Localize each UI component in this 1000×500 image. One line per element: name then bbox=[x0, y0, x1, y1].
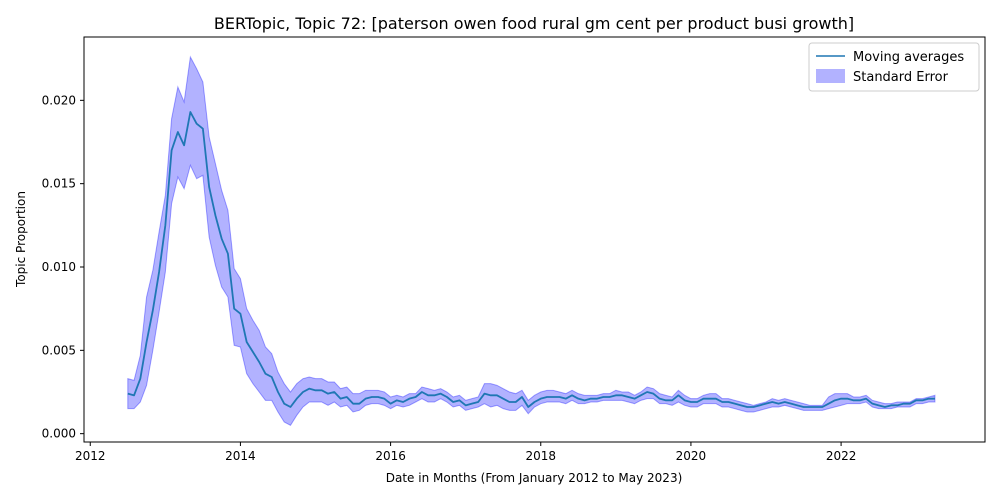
legend-box bbox=[808, 42, 980, 92]
x-tick-label: 2012 bbox=[75, 449, 106, 463]
x-axis: 2012 2014 2016 2018 2020 2022 bbox=[75, 442, 856, 463]
legend-label-standard-error: Standard Error bbox=[853, 70, 949, 85]
x-tick-label: 2022 bbox=[826, 449, 857, 463]
legend-band-swatch bbox=[816, 69, 845, 83]
chart-title: BERTopic, Topic 72: [paterson owen food … bbox=[214, 14, 854, 33]
x-axis-title: Date in Months (From January 2012 to May… bbox=[386, 471, 683, 485]
standard-error-band-layer bbox=[127, 55, 936, 426]
y-axis-title: Topic Proportion bbox=[14, 191, 28, 288]
standard-error-band bbox=[127, 55, 936, 426]
plot-frame bbox=[83, 36, 986, 443]
y-tick-label: 0.020 bbox=[42, 93, 76, 107]
legend: Moving averages Standard Error bbox=[808, 42, 980, 92]
plot-area bbox=[83, 36, 986, 443]
x-tick-label: 2020 bbox=[676, 449, 707, 463]
y-axis: 0.000 0.005 0.010 0.015 0.020 bbox=[42, 93, 84, 441]
x-tick-label: 2018 bbox=[525, 449, 556, 463]
x-tick-label: 2016 bbox=[375, 449, 406, 463]
y-tick-label: 0.005 bbox=[42, 343, 76, 357]
moving-average-line-layer bbox=[127, 111, 935, 408]
y-tick-label: 0.010 bbox=[42, 260, 76, 274]
y-tick-label: 0.015 bbox=[42, 177, 76, 191]
x-tick-label: 2014 bbox=[225, 449, 256, 463]
y-tick-label: 0.000 bbox=[42, 427, 76, 441]
legend-label-moving-averages: Moving averages bbox=[853, 50, 964, 65]
moving-average-line bbox=[127, 111, 935, 408]
